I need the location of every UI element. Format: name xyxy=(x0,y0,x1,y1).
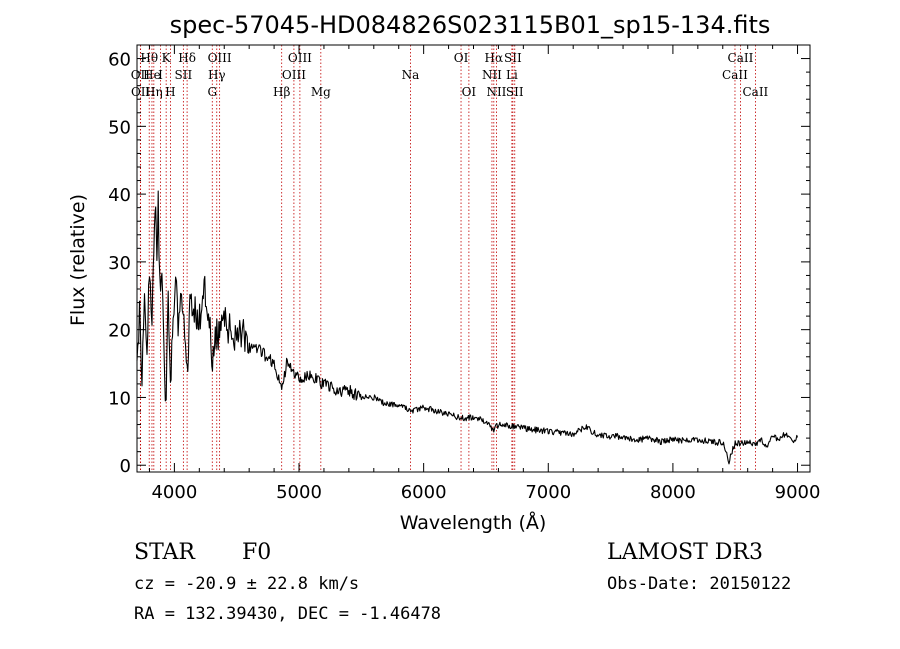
line-marker-label: SII xyxy=(504,51,522,65)
x-axis-label: Wavelength (Å) xyxy=(400,511,547,534)
line-marker-label: Hδ xyxy=(178,51,196,65)
line-marker-label: OIII xyxy=(288,51,312,65)
line-marker-label: Na xyxy=(402,68,420,82)
line-marker-label: OII xyxy=(131,68,151,82)
line-marker-label: Hα xyxy=(485,51,504,65)
x-tick-label: 7000 xyxy=(525,482,571,503)
y-tick-label: 50 xyxy=(108,117,131,138)
survey-name: LAMOST DR3 xyxy=(607,540,763,565)
y-tick-label: 60 xyxy=(108,50,131,71)
line-marker-label: I xyxy=(158,68,163,82)
axis-ticks: 4000 5000 6000 7000 8000 9000 0 10 20 30 40 50 60 xyxy=(108,45,820,503)
line-marker-label: OIII xyxy=(208,51,232,65)
line-marker-label: SII xyxy=(175,68,193,82)
x-tick-label: 6000 xyxy=(401,482,447,503)
line-marker-label: OI xyxy=(462,85,477,99)
line-marker-label: Li xyxy=(506,68,518,82)
line-marker-label: OII xyxy=(131,85,151,99)
y-axis-label: Flux (relative) xyxy=(67,194,89,326)
y-tick-label: 20 xyxy=(108,321,131,342)
line-marker-label: Hγ xyxy=(208,68,226,82)
line-marker-label: SII xyxy=(506,85,524,99)
y-tick-label: 10 xyxy=(108,388,131,409)
line-marker-label: Hθ xyxy=(140,51,158,65)
spectrum-line xyxy=(136,190,799,465)
line-marker-label: CaII xyxy=(742,85,768,99)
line-marker-label: Mg xyxy=(311,85,331,99)
line-marker-label: CaII xyxy=(722,68,748,82)
line-marker-label: H xyxy=(165,85,175,99)
line-marker-label: Hη xyxy=(145,85,163,99)
x-tick-label: 9000 xyxy=(775,482,821,503)
x-tick-label: 8000 xyxy=(650,482,696,503)
y-tick-label: 0 xyxy=(120,456,131,477)
line-marker-label: NII xyxy=(482,68,502,82)
line-marker-label: Hβ xyxy=(273,85,290,99)
coordinates: RA = 132.39430, DEC = -1.46478 xyxy=(134,604,442,624)
line-marker-label: G xyxy=(207,85,217,99)
plot-frame xyxy=(136,44,811,473)
y-tick-label: 30 xyxy=(108,253,131,274)
x-tick-label: 5000 xyxy=(276,482,322,503)
line-marker-label: OI xyxy=(454,51,469,65)
line-marker-label: CaII xyxy=(728,51,754,65)
chart-title: spec-57045-HD084826S023115B01_sp15-134.f… xyxy=(170,11,771,39)
object-type: STAR xyxy=(134,540,195,565)
observation-date: Obs-Date: 20150122 xyxy=(607,574,792,594)
spectrum-chart: spec-57045-HD084826S023115B01_sp15-134.f… xyxy=(67,11,820,534)
x-tick-label: 4000 xyxy=(151,482,197,503)
subclass: F0 xyxy=(242,540,272,565)
line-marker-label: K xyxy=(162,51,172,65)
redshift-velocity: cz = -20.9 ± 22.8 km/s xyxy=(134,574,360,594)
y-tick-label: 40 xyxy=(108,185,131,206)
line-marker-label: NII xyxy=(486,85,506,99)
line-marker-label: He xyxy=(143,68,161,82)
line-marker-label: OIII xyxy=(282,68,306,82)
